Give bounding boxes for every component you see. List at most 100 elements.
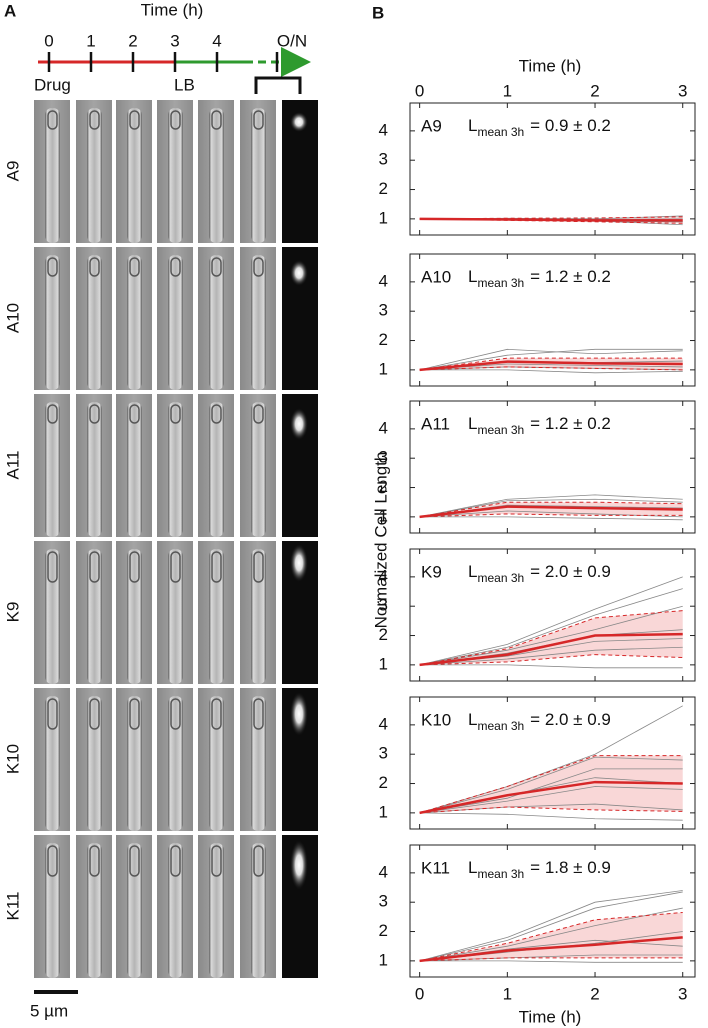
- channel: [127, 549, 142, 684]
- chart: 1 2 3 4 K10 Lmean 3h = 2.0 ± 0.9: [379, 696, 696, 830]
- cell: [253, 257, 264, 277]
- cell: [47, 698, 58, 730]
- timeline-tick-label: O/N: [277, 31, 307, 50]
- x-tick-label: 2: [590, 984, 599, 1003]
- timeline-title: Time (h): [141, 0, 204, 19]
- cell: [129, 551, 140, 583]
- timeline-tick-label: 3: [170, 31, 179, 50]
- channel: [209, 696, 224, 831]
- band-upper: [419, 610, 683, 666]
- cell: [170, 698, 181, 730]
- channel: [168, 108, 183, 243]
- annotation: Lmean 3h = 0.9 ± 0.2: [468, 116, 611, 139]
- y-tick-label: 3: [379, 892, 388, 911]
- chart: 1 2 3 4 0 1 2 3 K11 Lmean 3h = 1.8 ± 0.9: [379, 844, 696, 1003]
- annotation-symbol: L: [468, 267, 477, 286]
- channel: [168, 843, 183, 978]
- mean-line: [419, 936, 683, 963]
- y-tick-label: 4: [379, 120, 388, 139]
- strain-label: K10: [421, 710, 451, 729]
- mean-line: [419, 217, 683, 222]
- x-tick-label: 3: [678, 81, 687, 100]
- x-tick-label: 1: [503, 81, 512, 100]
- trace: [419, 646, 683, 666]
- band-upper: [419, 755, 683, 814]
- cell: [170, 551, 181, 583]
- channel: [45, 108, 60, 243]
- timeline-tick-label: 2: [128, 31, 137, 50]
- band-lower: [419, 366, 683, 371]
- channel: [251, 843, 266, 978]
- cell: [253, 845, 264, 877]
- y-axis-title: Normalized Cell Length: [371, 452, 390, 629]
- trace: [419, 576, 683, 666]
- plot-frame: [409, 400, 696, 534]
- annotation-subscript: mean 3h: [477, 571, 524, 585]
- cell: [89, 110, 100, 130]
- fluorescence-spot: [290, 544, 308, 582]
- channel: [45, 402, 60, 537]
- channel: [45, 843, 60, 978]
- chart: 1 2 3 4 A11 Lmean 3h = 1.2 ± 0.2: [379, 400, 696, 534]
- y-tick-label: 1: [379, 208, 388, 227]
- y-tick-label: 1: [379, 359, 388, 378]
- cell: [129, 110, 140, 130]
- x-axis-title: Time (h): [519, 1007, 582, 1026]
- strain-label: K9: [421, 562, 442, 581]
- chart: 1 2 3 4 0 1 2 3 A9 Lmean 3h = 0.9 ± 0.2: [379, 81, 696, 236]
- mean-line: [419, 505, 683, 519]
- band-upper: [419, 357, 683, 371]
- cell: [89, 404, 100, 424]
- channel: [251, 402, 266, 537]
- fluorescence-spot: [290, 840, 308, 890]
- cell: [211, 698, 222, 730]
- annotation-subscript: mean 3h: [477, 423, 524, 437]
- trace: [419, 960, 683, 963]
- channel: [209, 549, 224, 684]
- channel: [127, 255, 142, 390]
- channel: [87, 696, 102, 831]
- trace: [419, 907, 683, 962]
- cell: [253, 404, 264, 424]
- channel: [87, 843, 102, 978]
- cell: [211, 404, 222, 424]
- band-lower: [419, 806, 683, 814]
- trace: [419, 348, 683, 371]
- cell: [47, 257, 58, 277]
- cell: [170, 404, 181, 424]
- annotation-text: = 1.2 ± 0.2: [530, 414, 611, 433]
- row-label: A11: [3, 451, 22, 480]
- channel: [168, 402, 183, 537]
- y-tick-label: 3: [379, 301, 388, 320]
- cell: [89, 698, 100, 730]
- cell: [211, 257, 222, 277]
- band-upper: [419, 911, 683, 962]
- x-tick-label: 2: [590, 81, 599, 100]
- cell: [129, 257, 140, 277]
- channel: [45, 255, 60, 390]
- cell: [89, 845, 100, 877]
- timeline-tick-label: 0: [44, 31, 53, 50]
- y-tick-label: 2: [379, 625, 388, 644]
- strain-label: A11: [421, 414, 450, 433]
- strain-label: K11: [421, 858, 450, 877]
- y-tick-label: 2: [379, 330, 388, 349]
- channel: [251, 255, 266, 390]
- mean-line: [419, 632, 683, 667]
- cell: [47, 404, 58, 424]
- trace: [419, 812, 683, 821]
- channel: [209, 255, 224, 390]
- channel: [251, 696, 266, 831]
- annotation-text: = 2.0 ± 0.9: [530, 710, 611, 729]
- y-tick-label: 4: [379, 566, 388, 585]
- annotation-symbol: L: [468, 562, 477, 581]
- channel: [87, 255, 102, 390]
- annotation: Lmean 3h = 1.8 ± 0.9: [468, 858, 611, 881]
- scale-label: 5 µm: [30, 1001, 68, 1020]
- trace: [419, 498, 683, 518]
- plot-frame: [409, 253, 696, 387]
- cell: [47, 845, 58, 877]
- row-label: K9: [3, 602, 22, 623]
- strain-label: A9: [421, 116, 442, 135]
- cell: [47, 110, 58, 130]
